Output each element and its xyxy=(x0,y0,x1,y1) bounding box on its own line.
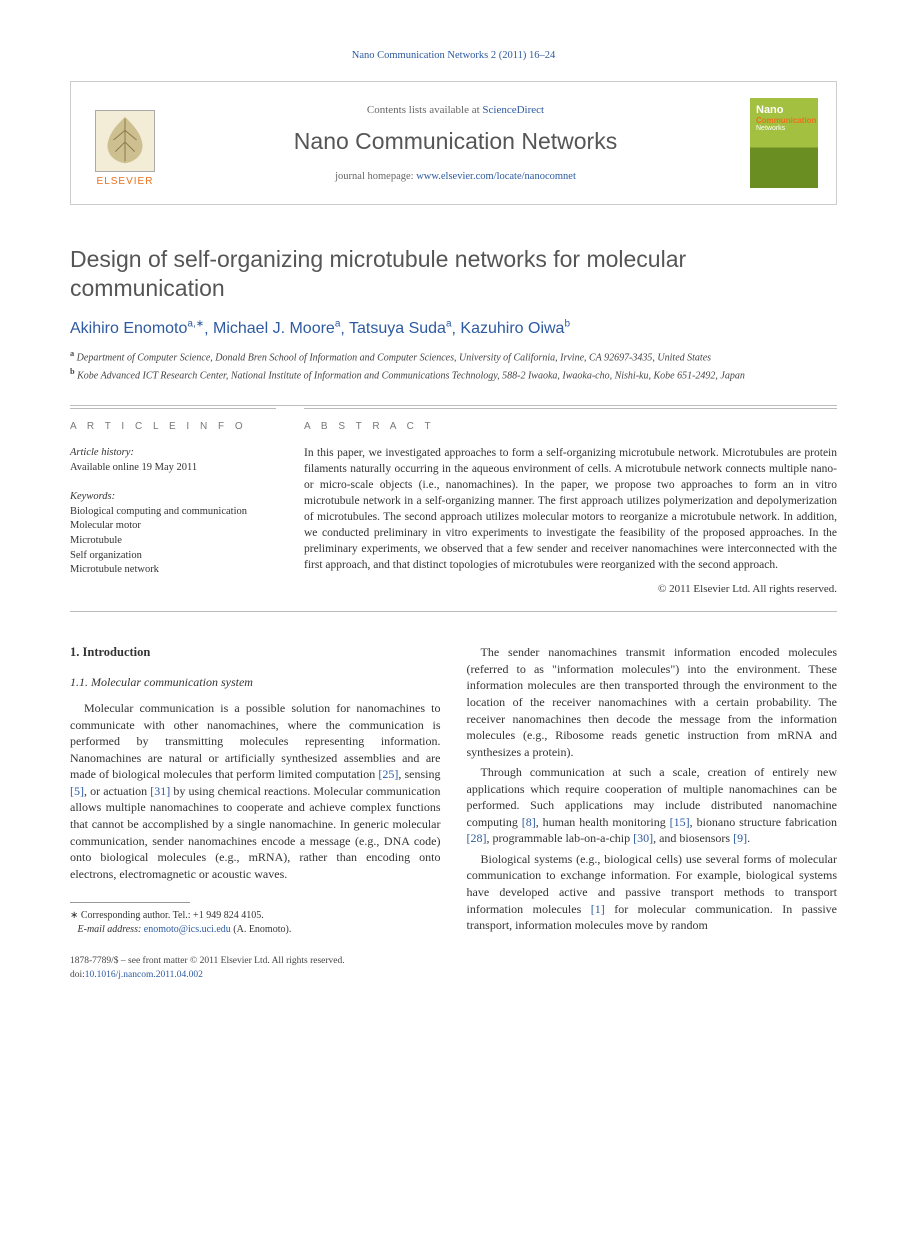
author-1-sup: a,∗ xyxy=(187,319,204,330)
article-info-column: A R T I C L E I N F O Article history: A… xyxy=(70,408,276,611)
contents-lists-line: Contents lists available at ScienceDirec… xyxy=(179,104,732,116)
masthead-box: ELSEVIER Contents lists available at Sci… xyxy=(70,81,837,205)
email-label: E-mail address: xyxy=(78,924,142,935)
section-1-heading: 1. Introduction xyxy=(70,644,441,661)
homepage-link[interactable]: www.elsevier.com/locate/nanocomnet xyxy=(416,171,576,182)
issn-line: 1878-7789/$ – see front matter © 2011 El… xyxy=(70,955,837,968)
info-abstract-row: A R T I C L E I N F O Article history: A… xyxy=(70,405,837,612)
author-3-sup: a xyxy=(446,319,452,330)
abstract-column: A B S T R A C T In this paper, we invest… xyxy=(304,408,837,611)
article-info-label: A R T I C L E I N F O xyxy=(70,421,270,432)
contents-prefix: Contents lists available at xyxy=(367,104,482,116)
affiliations: a Department of Computer Science, Donald… xyxy=(70,348,837,384)
author-2-name: Michael J. Moore xyxy=(213,320,335,337)
article-title: Design of self-organizing microtubule ne… xyxy=(70,245,837,303)
article-history: Article history: Available online 19 May… xyxy=(70,446,270,475)
masthead-center: Contents lists available at ScienceDirec… xyxy=(179,104,732,182)
author-4-name: Kazuhiro Oiwa xyxy=(460,320,564,337)
corresponding-author-note: ∗ Corresponding author. Tel.: +1 949 824… xyxy=(70,909,441,923)
affiliation-b: b Kobe Advanced ICT Research Center, Nat… xyxy=(70,366,837,384)
article-history-line: Available online 19 May 2011 xyxy=(70,461,270,476)
doi-link[interactable]: 10.1016/j.nancom.2011.04.002 xyxy=(85,970,203,980)
author-1-name: Akihiro Enomoto xyxy=(70,320,187,337)
abstract-copyright: © 2011 Elsevier Ltd. All rights reserved… xyxy=(304,583,837,595)
corr-text: Corresponding author. Tel.: +1 949 824 4… xyxy=(81,910,264,921)
section-1-1-heading: 1.1. Molecular communication system xyxy=(70,674,441,691)
running-header: Nano Communication Networks 2 (2011) 16–… xyxy=(70,50,837,61)
corr-star: ∗ xyxy=(70,910,78,921)
authors: Akihiro Enomotoa,∗, Michael J. Moorea, T… xyxy=(70,319,837,338)
page: Nano Communication Networks 2 (2011) 16–… xyxy=(0,0,907,1022)
keywords-block: Keywords: Biological computing and commu… xyxy=(70,490,270,578)
keywords-head: Keywords: xyxy=(70,490,270,505)
bottom-bar: 1878-7789/$ – see front matter © 2011 El… xyxy=(70,955,837,982)
para-2: The sender nanomachines transmit informa… xyxy=(467,644,838,760)
author-2[interactable]: Michael J. Moorea xyxy=(213,320,340,337)
keyword-3: Microtubule xyxy=(70,534,270,549)
author-2-sup: a xyxy=(335,319,341,330)
elsevier-wordmark: ELSEVIER xyxy=(97,176,154,187)
abstract-text: In this paper, we investigated approache… xyxy=(304,446,837,573)
email-link[interactable]: enomoto@ics.uci.edu xyxy=(144,924,231,935)
author-4-sup: b xyxy=(564,319,570,330)
email-line: E-mail address: enomoto@ics.uci.edu (A. … xyxy=(70,923,441,937)
author-1[interactable]: Akihiro Enomotoa,∗ xyxy=(70,320,204,337)
author-4[interactable]: Kazuhiro Oiwab xyxy=(460,320,570,337)
aff-a-sup: a xyxy=(70,349,74,358)
footnotes: ∗ Corresponding author. Tel.: +1 949 824… xyxy=(70,909,441,937)
para-4: Biological systems (e.g., biological cel… xyxy=(467,851,838,934)
abstract-label: A B S T R A C T xyxy=(304,421,837,432)
affiliation-a: a Department of Computer Science, Donald… xyxy=(70,348,837,366)
sciencedirect-link[interactable]: ScienceDirect xyxy=(482,104,544,116)
email-who: (A. Enomoto). xyxy=(233,924,291,935)
journal-cover-thumb: Nano Communication Networks xyxy=(750,98,818,188)
aff-a-text: Department of Computer Science, Donald B… xyxy=(77,352,711,363)
homepage-line: journal homepage: www.elsevier.com/locat… xyxy=(179,171,732,182)
aff-b-text: Kobe Advanced ICT Research Center, Natio… xyxy=(77,370,745,381)
cover-line2: Communication xyxy=(756,116,816,125)
homepage-prefix: journal homepage: xyxy=(335,171,416,182)
elsevier-tree-icon xyxy=(95,110,155,172)
author-3[interactable]: Tatsuya Sudaa xyxy=(349,320,452,337)
elsevier-logo: ELSEVIER xyxy=(89,99,161,187)
doi-label: doi: xyxy=(70,970,85,980)
keyword-1: Biological computing and communication xyxy=(70,505,270,520)
para-1: Molecular communication is a possible so… xyxy=(70,700,441,882)
journal-name: Nano Communication Networks xyxy=(179,128,732,155)
cover-line3: Networks xyxy=(756,125,785,132)
author-3-name: Tatsuya Suda xyxy=(349,320,446,337)
keyword-2: Molecular motor xyxy=(70,519,270,534)
cover-line1: Nano xyxy=(756,104,784,116)
footnote-rule xyxy=(70,902,190,903)
aff-b-sup: b xyxy=(70,367,75,376)
para-3: Through communication at such a scale, c… xyxy=(467,764,838,847)
keyword-5: Microtubule network xyxy=(70,563,270,578)
body-columns: 1. Introduction 1.1. Molecular communica… xyxy=(70,644,837,937)
doi-line: doi:10.1016/j.nancom.2011.04.002 xyxy=(70,969,837,982)
keyword-4: Self organization xyxy=(70,549,270,564)
article-history-head: Article history: xyxy=(70,446,270,461)
